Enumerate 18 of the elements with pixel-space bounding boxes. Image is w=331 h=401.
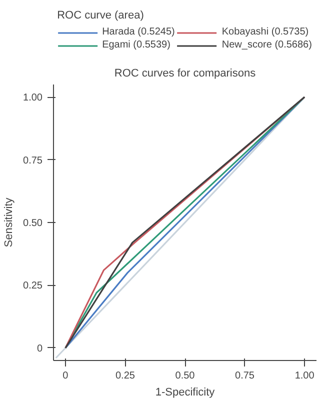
legend-label: Harada (0.5245) xyxy=(102,26,175,38)
legend-title: ROC curve (area) xyxy=(57,10,145,22)
y-axis-title: Sensitivity xyxy=(3,197,16,248)
y-tick-label: 1.00 xyxy=(23,92,43,104)
x-tick-label: 0.25 xyxy=(115,370,136,382)
x-tick-label: 0 xyxy=(62,370,69,382)
legend-label: New_score (0.5686) xyxy=(222,40,312,50)
x-tick-label: 0.50 xyxy=(175,370,196,382)
y-tick-label: 0.50 xyxy=(23,218,43,229)
y-tick-label: 0 xyxy=(36,343,43,354)
x-tick-label: 1.00 xyxy=(294,370,315,382)
y-tick-label: 0.25 xyxy=(23,280,43,292)
legend-label: Egami (0.5539) xyxy=(102,40,170,50)
x-axis-title: 1-Specificity xyxy=(155,386,216,398)
legend-label: Kobayashi (0.5735) xyxy=(222,26,309,38)
x-tick-label: 0.75 xyxy=(235,370,255,382)
y-tick-label: 0.75 xyxy=(23,155,43,166)
chart-title: ROC curves for comparisons xyxy=(114,68,256,80)
